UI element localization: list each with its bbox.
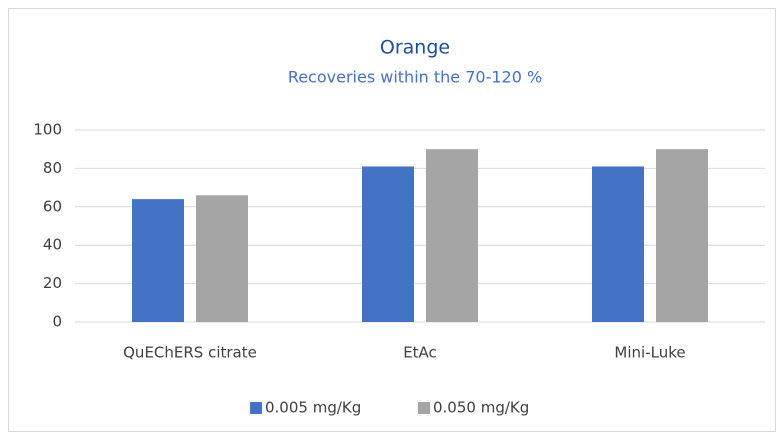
x-tick-label: QuEChERS citrate bbox=[123, 344, 257, 362]
y-tick-label: 60 bbox=[43, 197, 62, 215]
x-tick-label: Mini-Luke bbox=[614, 344, 685, 362]
bar bbox=[656, 149, 708, 322]
y-tick-label: 20 bbox=[43, 274, 62, 292]
y-tick-label: 100 bbox=[33, 121, 62, 139]
bar bbox=[592, 166, 644, 322]
y-tick-label: 40 bbox=[43, 236, 62, 254]
bar bbox=[362, 166, 414, 322]
y-tick-label: 80 bbox=[43, 159, 62, 177]
x-tick-label: EtAc bbox=[403, 344, 437, 362]
y-tick-label: 0 bbox=[52, 313, 62, 331]
legend-label: 0.050 mg/Kg bbox=[433, 399, 529, 417]
chart-subtitle: Recoveries within the 70-120 % bbox=[288, 68, 542, 87]
chart-title: Orange bbox=[380, 37, 450, 59]
bar bbox=[196, 195, 248, 322]
legend-label: 0.005 mg/Kg bbox=[265, 399, 361, 417]
legend-swatch bbox=[418, 402, 430, 414]
bar bbox=[132, 199, 184, 322]
legend-swatch bbox=[250, 402, 262, 414]
bar bbox=[426, 149, 478, 322]
